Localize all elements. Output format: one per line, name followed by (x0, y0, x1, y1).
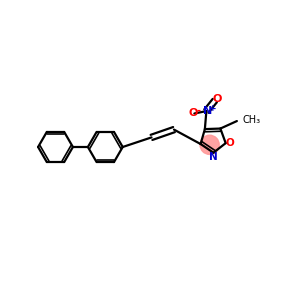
Text: O: O (188, 109, 198, 118)
Text: O: O (212, 94, 222, 104)
Text: CH₃: CH₃ (242, 115, 260, 125)
Text: -: - (196, 106, 200, 116)
Text: O: O (225, 138, 234, 148)
Text: +: + (209, 104, 217, 113)
Circle shape (200, 135, 219, 154)
Text: N: N (209, 152, 218, 162)
Text: N: N (203, 106, 212, 116)
